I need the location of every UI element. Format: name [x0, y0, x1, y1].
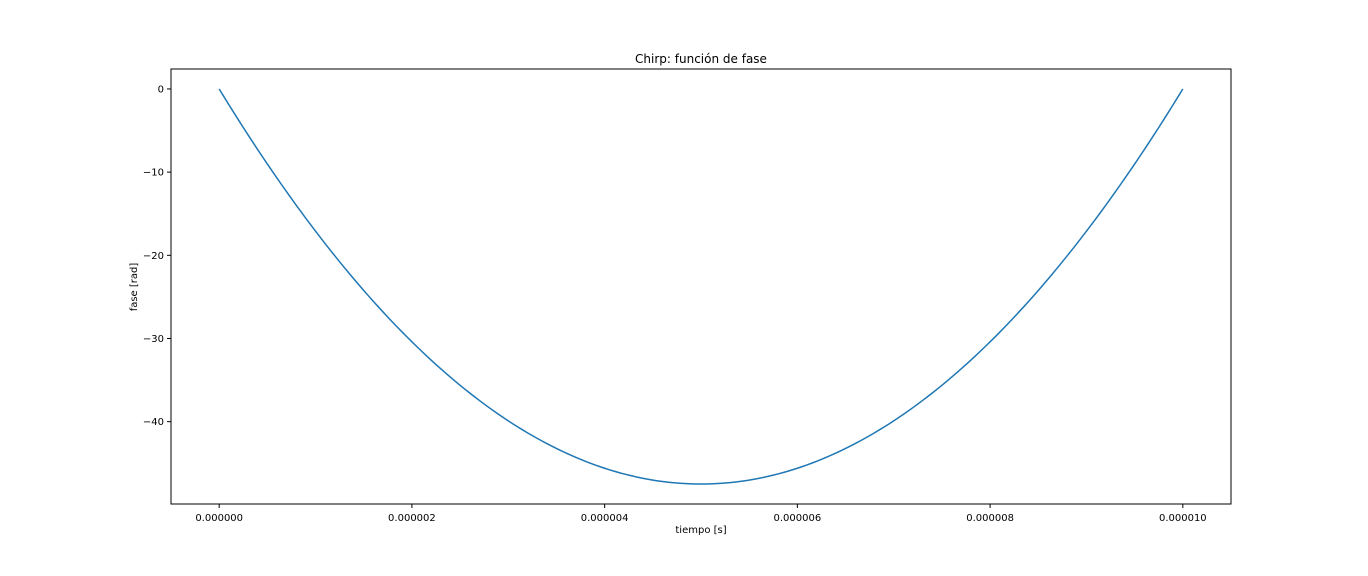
y-tick-label: −30 — [143, 334, 164, 345]
chart-title: Chirp: función de fase — [635, 52, 767, 66]
x-tick-label: 0.000010 — [1159, 513, 1207, 524]
y-tick-label: −20 — [143, 251, 164, 262]
x-axis: 0.000000 0.000002 0.000004 0.000006 0.000008… — [195, 504, 1207, 524]
y-tick-label: −40 — [143, 417, 164, 428]
series-line — [218, 88, 1184, 485]
y-tick-label: −10 — [143, 168, 164, 179]
x-tick-label: 0.000002 — [388, 513, 436, 524]
y-axis: 0 −10 −20 −30 −40 — [143, 84, 171, 428]
x-tick-label: 0.000000 — [195, 513, 243, 524]
x-axis-label: tiempo [s] — [675, 525, 726, 536]
x-tick-label: 0.000006 — [774, 513, 822, 524]
x-tick-label: 0.000004 — [581, 513, 629, 524]
y-tick-label: 0 — [158, 84, 164, 95]
y-axis-label: fase [rad] — [129, 263, 140, 312]
x-tick-label: 0.000008 — [966, 513, 1014, 524]
plot-frame — [170, 68, 1232, 505]
